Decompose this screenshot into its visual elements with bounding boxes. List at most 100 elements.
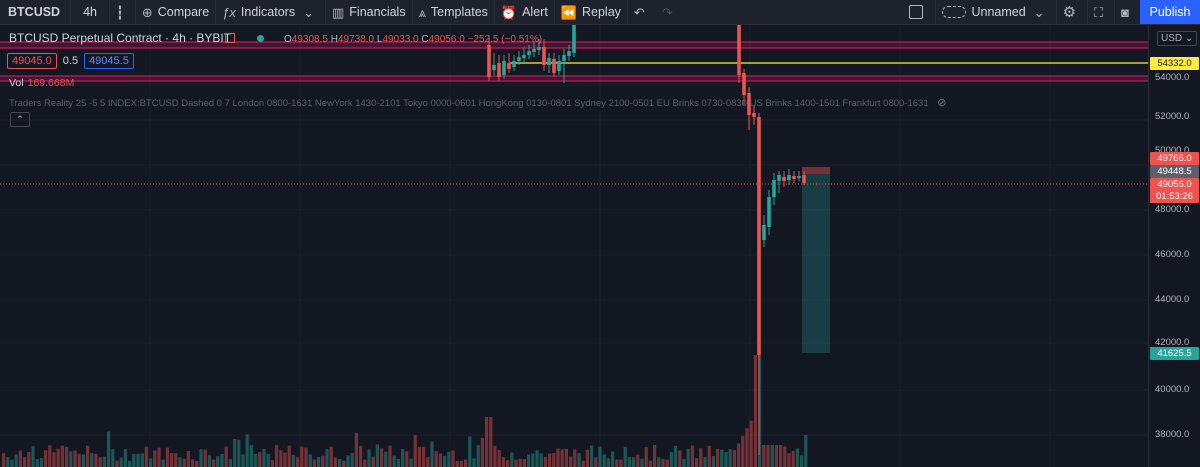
volume-bar <box>669 451 673 467</box>
volume-bar <box>438 453 442 467</box>
price-tick: 40000.0 <box>1155 384 1190 395</box>
currency-select[interactable]: USD ⌄ <box>1157 31 1198 46</box>
position-target-zone[interactable] <box>802 174 830 353</box>
volume-bar <box>65 446 69 467</box>
undo-button[interactable]: ↶ <box>628 0 656 24</box>
volume-bar <box>485 417 489 467</box>
volume-bar <box>480 437 484 467</box>
volume-bar <box>447 451 451 467</box>
volume-bar <box>724 452 728 467</box>
volume-bar <box>581 460 585 467</box>
indicators-button[interactable]: ƒx Indicators ⌄ <box>216 0 325 24</box>
candle-body <box>492 65 496 70</box>
symbol-search[interactable]: BTCUSD <box>8 5 61 19</box>
volume-bar <box>758 355 762 467</box>
volume-bar <box>430 441 434 467</box>
volume-bar <box>762 445 766 467</box>
price-tick: 52000.0 <box>1155 111 1190 122</box>
grid <box>0 25 1148 467</box>
low-value: 49033.0 <box>382 34 419 45</box>
volume-bar <box>611 451 615 467</box>
volume-bar <box>657 457 661 467</box>
volume-bar <box>619 459 623 467</box>
volume-bar <box>144 446 148 467</box>
volume-bar <box>178 457 182 467</box>
settings-button[interactable]: ⚙ <box>1057 0 1087 24</box>
price-tick: 42000.0 <box>1155 337 1190 348</box>
alert-button[interactable]: ⏰ Alert <box>495 0 554 24</box>
undo-icon: ↶ <box>633 4 645 20</box>
volume-bar <box>338 458 342 467</box>
volume-bar <box>434 451 438 467</box>
volume-bar <box>262 448 266 467</box>
candle-body <box>797 176 801 178</box>
chevron-down-icon[interactable]: ⌄ <box>303 4 314 20</box>
volume-bar <box>203 449 207 467</box>
price-tick: 54000.0 <box>1155 72 1190 83</box>
volume-bar <box>283 452 287 467</box>
collapse-legend-button[interactable]: ⌃ <box>10 112 30 127</box>
volume-bar <box>678 450 682 467</box>
volume-bar <box>233 439 237 467</box>
layout-name: Unnamed <box>971 5 1026 19</box>
financials-button[interactable]: ▥ Financials <box>326 0 412 24</box>
support-zone[interactable] <box>0 76 1148 81</box>
indicator-legend[interactable]: Traders Reality 25 -5 5 INDEX:BTCUSD Das… <box>9 96 946 109</box>
snapshot-button[interactable]: ◙ <box>1115 0 1140 24</box>
interval-button[interactable]: 4h <box>83 5 97 19</box>
volume-bar <box>489 417 493 467</box>
buy-button[interactable]: 49045.5 <box>84 53 134 69</box>
eye-hidden-icon[interactable]: ⊘ <box>937 97 947 109</box>
volume-bar <box>191 459 195 467</box>
sell-button[interactable]: 49045.0 <box>7 53 57 69</box>
volume-bar <box>665 459 669 467</box>
volume-bar <box>380 448 384 467</box>
layout-name-button[interactable]: Unnamed ⌄ <box>936 0 1055 24</box>
volume-bar <box>220 453 224 467</box>
volume-bar <box>732 450 736 467</box>
divider <box>935 0 937 24</box>
divider <box>493 0 495 24</box>
volume-bar <box>682 458 686 467</box>
volume-bar <box>510 452 514 467</box>
volume-bar <box>216 456 220 467</box>
chevron-down-icon[interactable]: ⌄ <box>1033 4 1045 20</box>
templates-button[interactable]: ⩓ Templates <box>413 0 494 24</box>
symbol-legend: BTCUSD Perpetual Contract · 4h · BYBIT <box>9 31 231 45</box>
flag-icon[interactable] <box>225 33 235 43</box>
candle-body <box>802 175 806 183</box>
volume-bar <box>342 460 346 467</box>
redo-button[interactable]: ↷ <box>656 0 684 24</box>
candle-body <box>742 73 746 95</box>
change-value: −252.5 (−0.51%) <box>467 34 543 45</box>
volume-bar <box>371 456 375 467</box>
price-axis[interactable]: 54000.0 52000.0 50000.0 48000.0 46000.0 … <box>1148 25 1200 467</box>
volume-bar <box>375 444 379 467</box>
square-icon <box>909 5 924 19</box>
volume-bar <box>774 445 778 467</box>
volume-bar <box>703 457 707 467</box>
layout-checkbox[interactable] <box>897 0 935 24</box>
position-stop-zone[interactable] <box>802 167 830 174</box>
indicator-text: Traders Reality 25 -5 5 INDEX:BTCUSD Das… <box>9 98 929 109</box>
volume-bar <box>354 432 358 467</box>
volume-bar <box>165 447 169 467</box>
divider <box>325 0 326 24</box>
ohlc-values: O49308.5 H49738.0 L49033.0 C49056.0 −252… <box>284 34 542 45</box>
volume-bar <box>308 454 312 467</box>
fullscreen-button[interactable]: ⛶ <box>1088 0 1114 24</box>
volume-bar <box>207 455 211 467</box>
publish-button[interactable]: Publish <box>1140 0 1200 24</box>
candle-series[interactable] <box>487 25 806 455</box>
volume-bar <box>539 453 543 467</box>
compare-button[interactable]: ⊕ Compare <box>136 0 215 24</box>
volume-legend: Vol 169.668M <box>9 77 74 89</box>
volume-bar <box>149 458 153 467</box>
chart-pane[interactable] <box>0 25 1148 467</box>
volume-bar <box>497 450 501 467</box>
replay-button[interactable]: ⏪ Replay <box>555 0 627 24</box>
volume-bar <box>102 456 106 467</box>
open-key: O <box>284 34 292 45</box>
replay-label: Replay <box>581 5 621 19</box>
chart-type-button[interactable]: ┇ <box>110 0 135 24</box>
